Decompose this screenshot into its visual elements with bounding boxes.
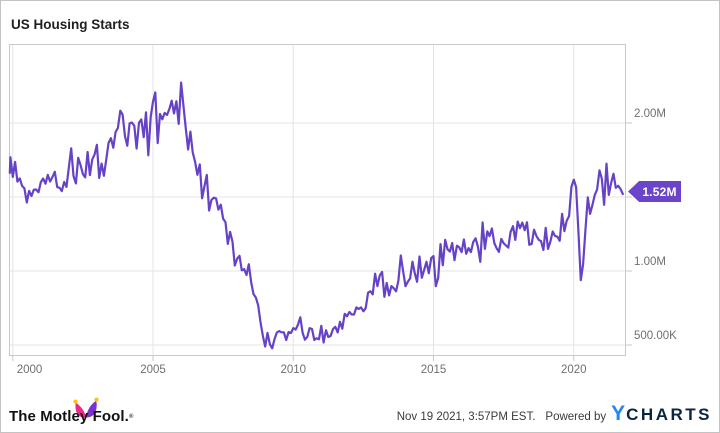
x-axis-label-2000: 2000 — [16, 364, 43, 376]
plot-area — [8, 44, 632, 361]
x-axis-label-2020: 2020 — [560, 364, 587, 376]
ycharts-logo: YCHARTS — [611, 402, 712, 426]
current-value-badge: 1.52M — [628, 181, 681, 202]
x-axis-label-2005: 2005 — [140, 364, 166, 376]
motley-fool-wordmark: The Motley Fool.® — [9, 408, 133, 425]
line-chart-svg — [8, 44, 632, 361]
motley-fool-logo: The Motley Fool.® — [9, 395, 139, 429]
current-value-label: 1.52M — [642, 184, 677, 199]
registered-mark: ® — [128, 414, 134, 420]
x-axis-label-2010: 2010 — [280, 364, 307, 376]
chart-title: US Housing Starts — [11, 17, 130, 32]
footer-attribution: Nov 19 2021, 3:57PM EST. Powered by YCHA… — [397, 402, 712, 426]
y-axis-label-500.00K: 500.00K — [634, 330, 677, 342]
ycharts-logo-charts: CHARTS — [626, 405, 712, 424]
y-axis-label-1.00M: 1.00M — [634, 256, 666, 268]
ycharts-logo-y: Y — [611, 402, 627, 425]
plot-border — [9, 44, 626, 356]
y-axis-label-2.00M: 2.00M — [634, 108, 666, 120]
motley-fool-text: The Motley Fool. — [9, 408, 129, 425]
jester-cap-icon — [73, 397, 99, 418]
housing-starts-line — [8, 81, 624, 350]
x-axis-label-2015: 2015 — [420, 364, 447, 376]
powered-by-label: Powered by — [545, 411, 607, 423]
timestamp: Nov 19 2021, 3:57PM EST. — [396, 411, 536, 423]
